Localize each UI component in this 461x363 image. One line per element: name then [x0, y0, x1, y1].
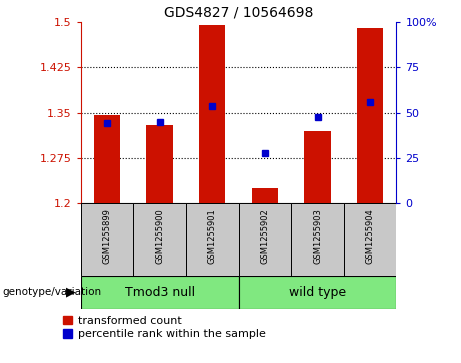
Bar: [81, 276, 239, 309]
Text: GSM1255899: GSM1255899: [102, 208, 112, 264]
Bar: [239, 203, 291, 276]
Bar: [239, 276, 396, 309]
Bar: [344, 203, 396, 276]
Bar: [186, 203, 239, 276]
Text: Tmod3 null: Tmod3 null: [124, 286, 195, 299]
Bar: [252, 188, 278, 203]
Text: GSM1255903: GSM1255903: [313, 208, 322, 264]
Bar: [199, 25, 225, 203]
Text: GSM1255900: GSM1255900: [155, 208, 164, 264]
Bar: [133, 203, 186, 276]
Bar: [291, 203, 344, 276]
Text: genotype/variation: genotype/variation: [2, 287, 101, 297]
Title: GDS4827 / 10564698: GDS4827 / 10564698: [164, 5, 313, 19]
Legend: transformed count, percentile rank within the sample: transformed count, percentile rank withi…: [63, 316, 266, 339]
Text: GSM1255904: GSM1255904: [366, 208, 375, 264]
Text: wild type: wild type: [289, 286, 346, 299]
Bar: [81, 203, 133, 276]
Bar: [94, 115, 120, 203]
Text: GSM1255902: GSM1255902: [260, 208, 269, 264]
Text: ▶: ▶: [66, 286, 76, 299]
Bar: [304, 131, 331, 203]
Bar: [147, 125, 173, 203]
Text: GSM1255901: GSM1255901: [208, 208, 217, 264]
Bar: [357, 28, 383, 203]
